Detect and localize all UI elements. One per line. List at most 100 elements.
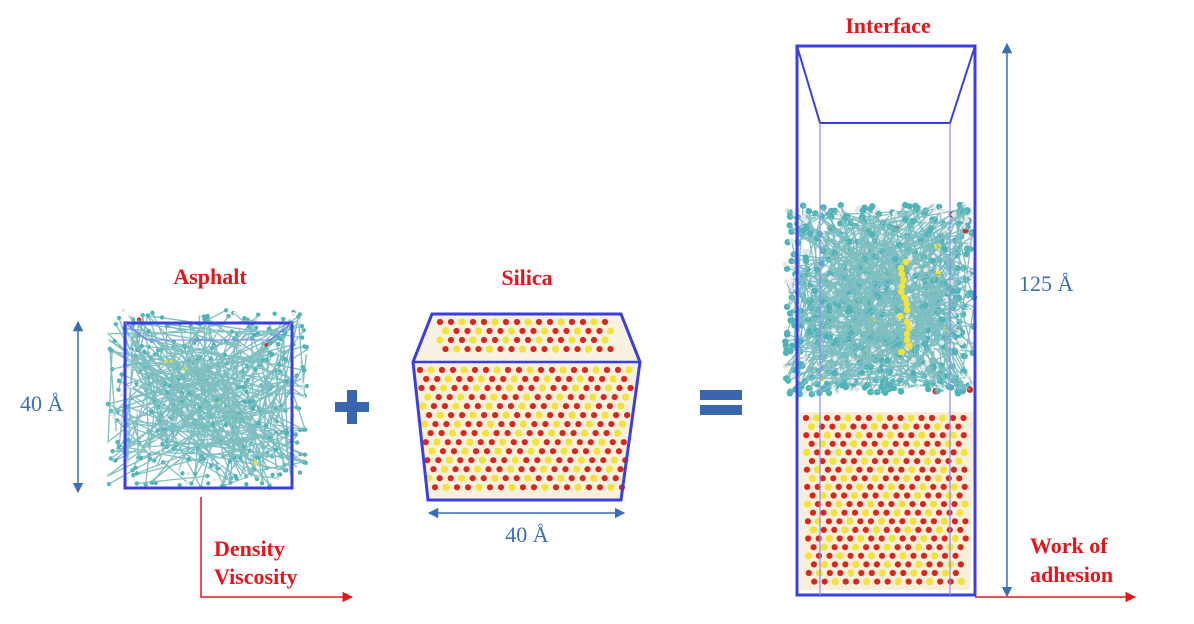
atom (461, 447, 469, 455)
bond (845, 216, 952, 257)
atom (835, 500, 843, 508)
bond (874, 314, 971, 391)
atom (883, 560, 892, 569)
atom (835, 483, 842, 490)
atom (613, 412, 620, 419)
bond (863, 220, 914, 277)
bond (933, 348, 955, 353)
atom (853, 578, 860, 585)
atom (223, 423, 229, 428)
bond (805, 220, 897, 345)
atom (600, 394, 607, 401)
atom (925, 360, 931, 366)
atom (215, 397, 220, 402)
atom (872, 509, 880, 516)
atom (448, 412, 455, 419)
atom (486, 327, 493, 335)
atom (535, 318, 543, 326)
bond (814, 213, 830, 234)
atom (134, 481, 139, 486)
atom (900, 569, 907, 577)
atom (242, 399, 247, 404)
atom (585, 420, 594, 428)
bond (136, 445, 208, 474)
atom (527, 447, 535, 455)
atom (275, 335, 281, 340)
bond (147, 315, 158, 341)
atom (846, 517, 854, 525)
atom (278, 425, 283, 430)
atom (945, 458, 952, 465)
atom (858, 369, 865, 377)
atom (480, 318, 488, 326)
atom (478, 456, 486, 464)
atom (789, 342, 796, 349)
atom (515, 366, 523, 374)
atom (823, 431, 831, 439)
atom (452, 466, 459, 473)
atom (431, 484, 439, 491)
asphalt-dimension-label: 40 Å (20, 391, 64, 416)
atom (898, 348, 905, 356)
atom (935, 526, 943, 534)
atom (903, 300, 911, 308)
atom (832, 355, 838, 361)
atom (603, 430, 610, 437)
atom (291, 311, 296, 316)
atom (805, 535, 812, 542)
atom (909, 501, 916, 508)
atom (803, 448, 811, 456)
bond (821, 262, 959, 333)
atom (301, 382, 305, 387)
bond (250, 448, 277, 457)
atom (928, 225, 935, 232)
atom (583, 384, 590, 392)
bond (874, 248, 968, 285)
atom (603, 366, 611, 374)
atom (846, 483, 853, 490)
atom (138, 445, 142, 450)
atom (925, 526, 932, 534)
atom (931, 569, 938, 577)
atom (248, 454, 252, 458)
atom (920, 518, 927, 525)
atom (480, 336, 488, 344)
atom (281, 317, 286, 322)
bond (131, 318, 206, 471)
atom (469, 411, 477, 419)
atom (898, 483, 905, 490)
atom (451, 384, 458, 392)
atom (297, 470, 303, 475)
atom (300, 335, 305, 340)
atom (830, 492, 837, 499)
atom (253, 367, 258, 372)
atom (897, 264, 905, 272)
atom (485, 466, 492, 473)
atom (925, 385, 932, 393)
atom (455, 439, 462, 446)
atom (930, 483, 937, 490)
atom (883, 509, 890, 516)
atom (146, 328, 151, 333)
atom (821, 578, 828, 585)
atom (899, 518, 906, 525)
atom (625, 366, 633, 374)
atom (119, 372, 124, 377)
atom (445, 456, 453, 464)
atom (825, 534, 833, 543)
atom (468, 394, 475, 401)
atom (938, 414, 947, 422)
interface-dimension-label: 125 Å (1019, 271, 1074, 296)
atom (440, 465, 449, 473)
atom (596, 327, 603, 335)
atom (918, 431, 926, 439)
atom (883, 526, 890, 534)
atom (501, 394, 508, 401)
bond (904, 324, 914, 387)
atom (913, 440, 921, 448)
bond (165, 362, 225, 487)
atom (260, 357, 266, 362)
bond (882, 343, 897, 387)
atom (939, 432, 946, 439)
atom (884, 578, 891, 585)
